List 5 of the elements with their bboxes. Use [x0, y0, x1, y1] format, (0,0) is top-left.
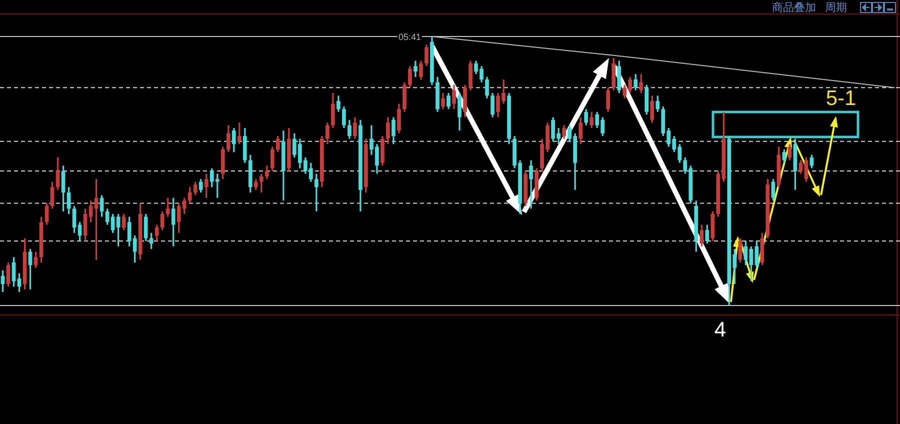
annotation: 05:41	[398, 32, 421, 42]
text: 商品叠加	[772, 1, 816, 14]
annotation: 5-1	[826, 87, 856, 110]
text: 周期	[825, 2, 847, 14]
annotation: 4	[714, 318, 726, 342]
